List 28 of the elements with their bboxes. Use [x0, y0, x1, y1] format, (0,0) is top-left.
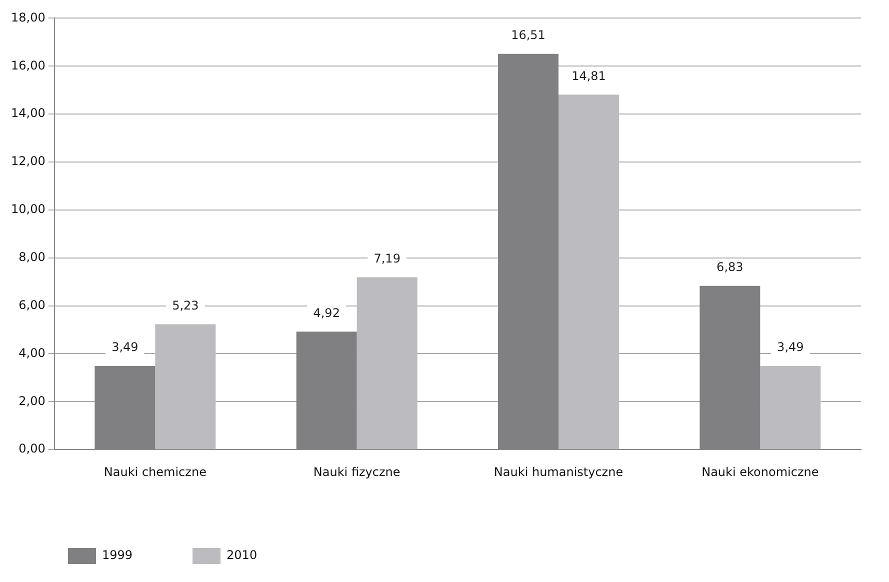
- data-label: 3,49: [112, 340, 138, 354]
- data-label: 4,92: [313, 306, 340, 320]
- data-label: 14,81: [572, 68, 606, 83]
- y-tick-label: 8,00: [18, 250, 46, 264]
- data-label: 7,19: [374, 251, 400, 266]
- y-tick-label: 10,00: [10, 202, 46, 216]
- y-tick-label: 14,00: [10, 106, 46, 120]
- bar: [558, 94, 620, 450]
- y-tick-label: 6,00: [18, 298, 46, 312]
- x-tick-label: Nauki ekonomiczne: [702, 464, 819, 479]
- data-label: 6,83: [716, 260, 744, 274]
- y-tick-label: 18,00: [10, 10, 46, 24]
- y-tick-label: 4,00: [18, 346, 46, 360]
- bar: [356, 277, 418, 450]
- y-tick-label: 12,00: [10, 154, 46, 168]
- legend-label: 2010: [226, 548, 258, 562]
- bar: [155, 324, 216, 450]
- x-tick-label: Nauki humanistyczne: [494, 464, 624, 479]
- data-label: 3,49: [777, 340, 804, 354]
- y-tick-label: 2,00: [18, 394, 46, 408]
- x-tick-label: Nauki fizyczne: [313, 464, 400, 479]
- bar: [760, 366, 821, 450]
- x-tick-label: Nauki chemiczne: [104, 464, 206, 479]
- legend-label: 1999: [102, 548, 133, 562]
- y-tick-label: 0,00: [18, 442, 46, 456]
- data-label: 5,23: [172, 298, 199, 312]
- data-label: 16,51: [511, 28, 546, 42]
- y-tick-label: 16,00: [10, 58, 46, 72]
